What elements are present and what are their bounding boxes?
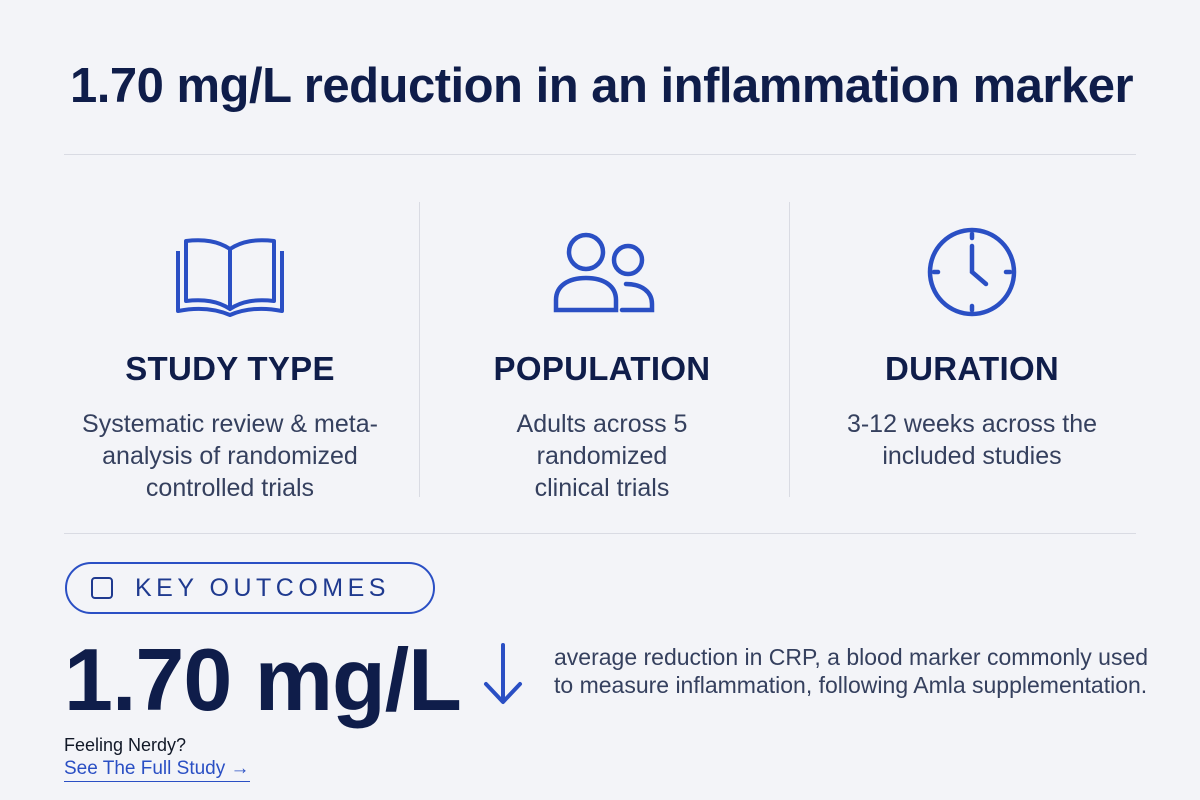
study-type-title: STUDY TYPE (125, 350, 335, 387)
column-divider (789, 202, 790, 497)
population-column: POPULATION Adults across 5 randomized cl… (452, 222, 752, 502)
clock-icon (822, 222, 1122, 322)
duration-description: 3-12 weeks across the included studies (846, 410, 1098, 470)
outcome-value: 1.70 mg/L (64, 630, 462, 729)
key-outcomes-label: KEY OUTCOMES (135, 573, 390, 602)
feeling-nerdy-text: Feeling Nerdy? (64, 735, 187, 755)
top-divider (64, 154, 1136, 155)
people-icon (452, 222, 752, 322)
population-description: Adults across 5 randomized clinical tria… (516, 410, 688, 502)
study-type-column: STUDY TYPE Systematic review & meta-anal… (50, 222, 410, 502)
column-divider (419, 202, 420, 497)
page-title: 1.70 mg/L reduction in an inflammation m… (70, 59, 1134, 113)
checkbox-icon (91, 577, 113, 599)
population-title: POPULATION (493, 350, 711, 387)
key-outcomes-badge: KEY OUTCOMES (65, 562, 435, 614)
study-type-description: Systematic review & meta-analysis of ran… (82, 410, 378, 502)
duration-title: DURATION (884, 350, 1060, 387)
outcome-description: average reduction in CRP, a blood marker… (554, 644, 1149, 698)
middle-divider (64, 533, 1136, 534)
open-book-icon (50, 222, 410, 322)
arrow-down-icon (480, 641, 526, 712)
see-full-study-link[interactable]: See The Full Study → (64, 758, 250, 782)
duration-column: DURATION 3-12 weeks across the included … (822, 222, 1122, 470)
